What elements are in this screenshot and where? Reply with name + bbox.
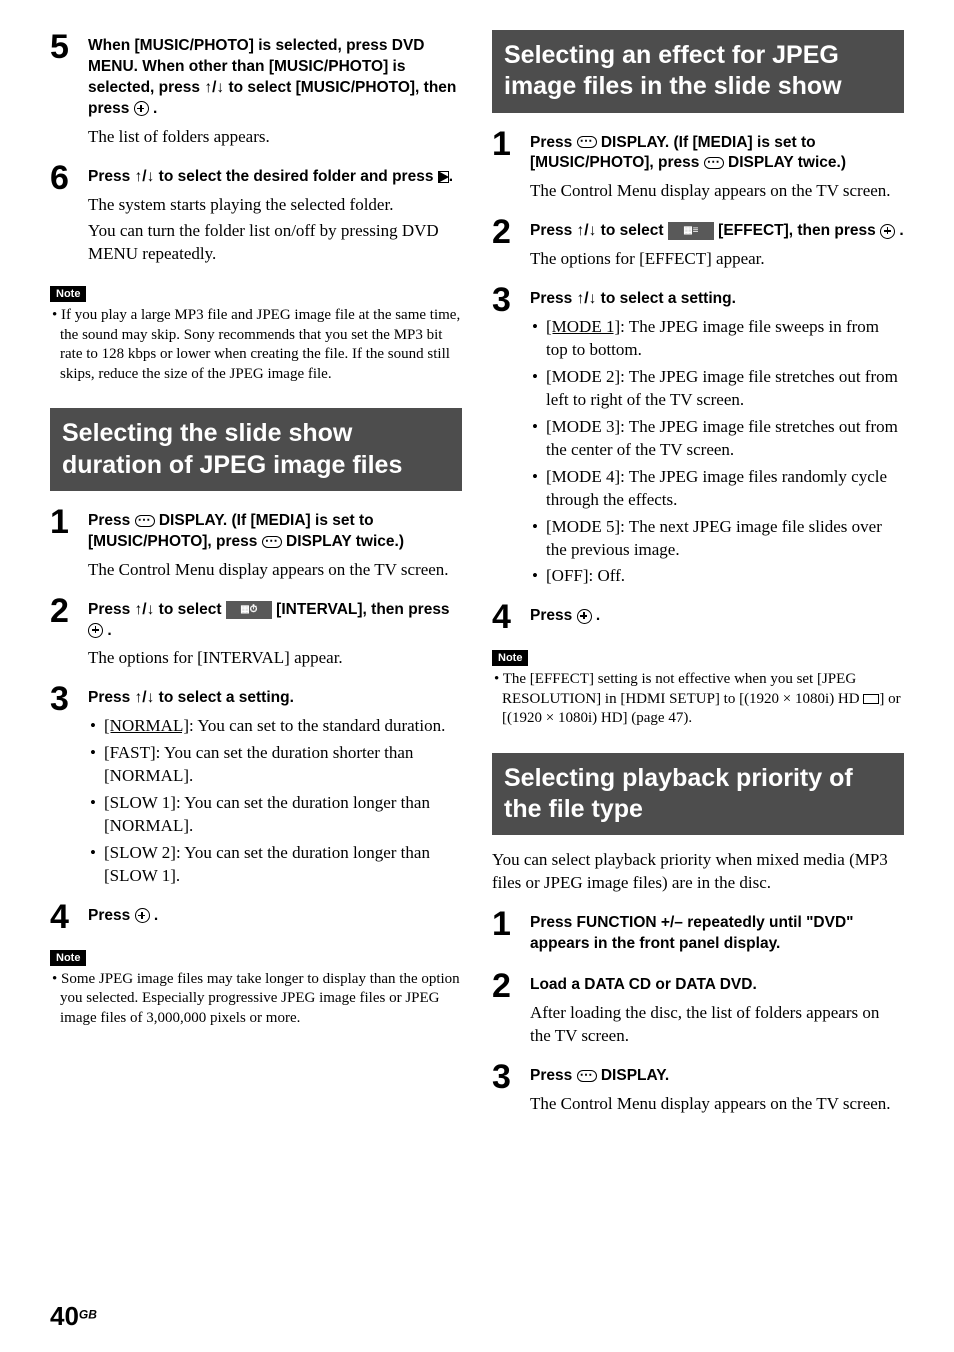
list-item: [MODE 3]: The JPEG image file stretches … — [530, 416, 904, 462]
s1-step3-instruction: Press ↑/↓ to select a setting. — [88, 688, 462, 709]
s2-step1-desc: The Control Menu display appears on the … — [530, 180, 904, 203]
step-number: 3 — [492, 283, 530, 317]
list-item: [MODE 1]: The JPEG image file sweeps in … — [530, 316, 904, 362]
step-number: 3 — [50, 682, 88, 716]
enter-icon — [880, 224, 895, 239]
s1-step-4: 4 Press . — [50, 900, 462, 934]
updown-icon: ↑/↓ — [577, 222, 597, 239]
step-number: 4 — [492, 600, 530, 634]
s2-step2-instruction: Press ↑/↓ to select ▦≡ [EFFECT], then pr… — [530, 221, 904, 242]
list-item: [MODE 5]: The next JPEG image file slide… — [530, 516, 904, 562]
enter-icon — [135, 908, 150, 923]
s1-step1-desc: The Control Menu display appears on the … — [88, 559, 462, 582]
step-number: 5 — [50, 30, 88, 64]
step-number: 1 — [492, 127, 530, 161]
step-5: 5 When [MUSIC/PHOTO] is selected, press … — [50, 30, 462, 153]
right-column: Selecting an effect for JPEG image files… — [492, 30, 904, 1128]
s2-step-1: 1 Press DISPLAY. (If [MEDIA] is set to [… — [492, 127, 904, 208]
s3-step-2: 2 Load a DATA CD or DATA DVD. After load… — [492, 969, 904, 1052]
step-number: 2 — [492, 215, 530, 249]
updown-icon: ↑/↓ — [577, 290, 597, 307]
s2-step-2: 2 Press ↑/↓ to select ▦≡ [EFFECT], then … — [492, 215, 904, 275]
left-column: 5 When [MUSIC/PHOTO] is selected, press … — [50, 30, 462, 1128]
note-label: Note — [492, 650, 528, 666]
list-item: [FAST]: You can set the duration shorter… — [88, 742, 462, 788]
s1-step1-instruction: Press DISPLAY. (If [MEDIA] is set to [MU… — [88, 511, 462, 553]
enter-icon — [134, 101, 149, 116]
s1-step-2: 2 Press ↑/↓ to select ▦⏱ [INTERVAL], the… — [50, 594, 462, 675]
s1-step3-bullets: [NORMAL]: You can set to the standard du… — [88, 715, 462, 888]
step-5-instruction: When [MUSIC/PHOTO] is selected, press DV… — [88, 36, 462, 120]
note-label: Note — [50, 286, 86, 302]
s3-step2-instruction: Load a DATA CD or DATA DVD. — [530, 975, 904, 996]
step-number: 1 — [50, 505, 88, 539]
step-6-instruction: Press ↑/↓ to select the desired folder a… — [88, 167, 462, 188]
list-item: [MODE 4]: The JPEG image files randomly … — [530, 466, 904, 512]
display-icon — [135, 515, 155, 527]
s1-step4-instruction: Press . — [88, 906, 462, 927]
updown-icon: ↑/↓ — [135, 601, 155, 618]
s3-step-3: 3 Press DISPLAY. The Control Menu displa… — [492, 1060, 904, 1120]
step-number: 3 — [492, 1060, 530, 1094]
effect-badge-icon: ▦≡ — [668, 222, 714, 240]
list-item: [OFF]: Off. — [530, 565, 904, 588]
step-6-desc2: You can turn the folder list on/off by p… — [88, 220, 462, 266]
s1-step2-desc: The options for [INTERVAL] appear. — [88, 647, 462, 670]
step-number: 4 — [50, 900, 88, 934]
rect-icon — [863, 694, 879, 704]
s3-intro: You can select playback priority when mi… — [492, 849, 904, 895]
s2-step1-instruction: Press DISPLAY. (If [MEDIA] is set to [MU… — [530, 133, 904, 175]
play-icon — [438, 171, 449, 183]
note-3-text: • The [EFFECT] setting is not effective … — [492, 670, 904, 729]
note-2-text: • Some JPEG image files may take longer … — [50, 970, 462, 1029]
note-1-text: • If you play a large MP3 file and JPEG … — [50, 306, 462, 384]
s3-step3-instruction: Press DISPLAY. — [530, 1066, 904, 1087]
note-label: Note — [50, 950, 86, 966]
s2-step-3: 3 Press ↑/↓ to select a setting. [MODE 1… — [492, 283, 904, 592]
step-number: 6 — [50, 161, 88, 195]
display-icon — [704, 157, 724, 169]
updown-icon: ↑/↓ — [204, 79, 224, 96]
s3-step3-desc: The Control Menu display appears on the … — [530, 1093, 904, 1116]
list-item: [SLOW 1]: You can set the duration longe… — [88, 792, 462, 838]
display-icon — [577, 136, 597, 148]
section-heading-playback-priority: Selecting playback priority of the file … — [492, 753, 904, 836]
s1-step-3: 3 Press ↑/↓ to select a setting. [NORMAL… — [50, 682, 462, 891]
s3-step-1: 1 Press FUNCTION +/– repeatedly until "D… — [492, 907, 904, 961]
page-number: 40GB — [50, 1301, 97, 1332]
enter-icon — [577, 609, 592, 624]
display-icon — [577, 1070, 597, 1082]
list-item: [SLOW 2]: You can set the duration longe… — [88, 842, 462, 888]
step-number: 2 — [50, 594, 88, 628]
s2-step3-instruction: Press ↑/↓ to select a setting. — [530, 289, 904, 310]
s2-step4-instruction: Press . — [530, 606, 904, 627]
s3-step1-instruction: Press FUNCTION +/– repeatedly until "DVD… — [530, 913, 904, 955]
s1-step-1: 1 Press DISPLAY. (If [MEDIA] is set to [… — [50, 505, 462, 586]
step-number: 2 — [492, 969, 530, 1003]
section-heading-effect: Selecting an effect for JPEG image files… — [492, 30, 904, 113]
display-icon — [262, 536, 282, 548]
interval-badge-icon: ▦⏱ — [226, 601, 272, 619]
s2-step-4: 4 Press . — [492, 600, 904, 634]
updown-icon: ↑/↓ — [135, 689, 155, 706]
step-5-desc: The list of folders appears. — [88, 126, 462, 149]
s2-step2-desc: The options for [EFFECT] appear. — [530, 248, 904, 271]
s1-step2-instruction: Press ↑/↓ to select ▦⏱ [INTERVAL], then … — [88, 600, 462, 642]
enter-icon — [88, 623, 103, 638]
updown-icon: ↑/↓ — [135, 168, 155, 185]
s2-step3-bullets: [MODE 1]: The JPEG image file sweeps in … — [530, 316, 904, 588]
step-number: 1 — [492, 907, 530, 941]
s3-step2-desc: After loading the disc, the list of fold… — [530, 1002, 904, 1048]
list-item: [MODE 2]: The JPEG image file stretches … — [530, 366, 904, 412]
list-item: [NORMAL]: You can set to the standard du… — [88, 715, 462, 738]
step-6-desc1: The system starts playing the selected f… — [88, 194, 462, 217]
section-heading-slideshow-duration: Selecting the slide show duration of JPE… — [50, 408, 462, 491]
step-6: 6 Press ↑/↓ to select the desired folder… — [50, 161, 462, 271]
